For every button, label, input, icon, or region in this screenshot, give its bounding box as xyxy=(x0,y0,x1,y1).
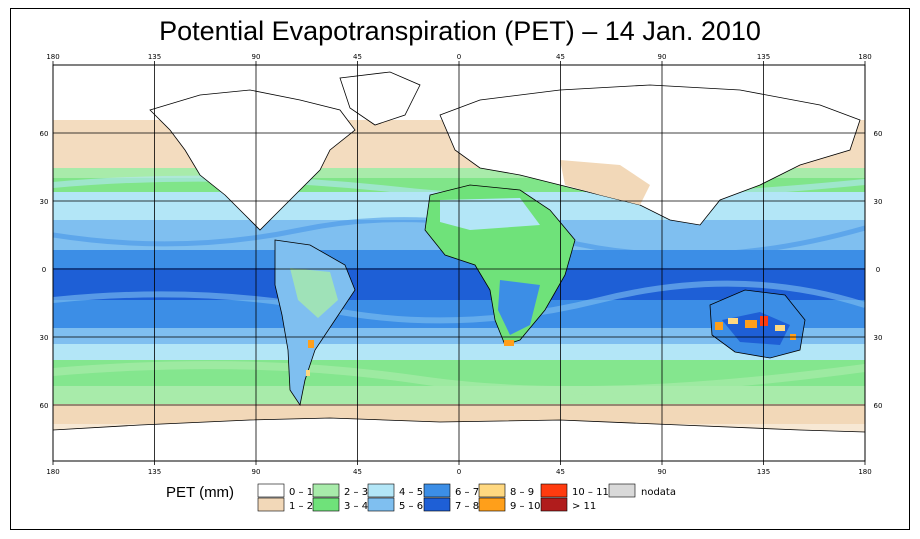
lon-tick-label: 90 xyxy=(658,468,667,476)
lon-tick-label: 135 xyxy=(757,53,770,61)
right-lat-labels: 60 30 0 30 60 xyxy=(874,130,883,410)
left-lat-labels: 60 30 0 30 60 xyxy=(40,130,49,410)
legend-swatch-7 xyxy=(423,497,451,512)
lat-tick-label: 30 xyxy=(40,198,49,206)
legend-swatch-0 xyxy=(257,483,285,498)
legend-swatch-3 xyxy=(312,497,340,512)
lon-tick-label: 0 xyxy=(457,468,461,476)
legend-label-0: 0 – 1 xyxy=(289,487,313,498)
lon-tick-label: 90 xyxy=(252,468,261,476)
lon-tick-label: 45 xyxy=(353,53,362,61)
legend-label-5: 5 – 6 xyxy=(399,501,423,512)
legend-label-2: 2 – 3 xyxy=(344,487,368,498)
legend: 0 – 1 1 – 2 2 – 3 3 – 4 4 – 5 5 – 6 6 – … xyxy=(257,483,676,512)
lon-tick-label: 45 xyxy=(556,53,565,61)
pet-field xyxy=(53,65,865,461)
top-lon-labels: 180 135 90 45 0 45 90 135 180 xyxy=(46,53,871,61)
lat-tick-label: 60 xyxy=(874,130,883,138)
lat-tick-label: 30 xyxy=(40,334,49,342)
legend-swatch-9 xyxy=(478,497,506,512)
legend-label-12: nodata xyxy=(641,487,676,498)
lat-tick-label: 60 xyxy=(40,402,49,410)
lon-tick-label: 180 xyxy=(858,468,871,476)
lon-tick-label: 0 xyxy=(457,53,461,61)
legend-swatch-5 xyxy=(367,497,395,512)
legend-label-10: 10 – 11 xyxy=(572,487,609,498)
legend-swatch-12 xyxy=(608,483,636,498)
legend-swatch-10 xyxy=(540,483,568,498)
lat-tick-label: 60 xyxy=(874,402,883,410)
legend-label-1: 1 – 2 xyxy=(289,501,313,512)
legend-label-6: 6 – 7 xyxy=(455,487,479,498)
lat-tick-label: 30 xyxy=(874,334,883,342)
lon-tick-label: 90 xyxy=(658,53,667,61)
legend-label-3: 3 – 4 xyxy=(344,501,368,512)
lon-tick-label: 135 xyxy=(148,468,161,476)
lon-tick-label: 90 xyxy=(252,53,261,61)
legend-swatch-4 xyxy=(367,483,395,498)
legend-swatch-1 xyxy=(257,497,285,512)
lon-tick-label: 180 xyxy=(46,53,59,61)
legend-swatch-6 xyxy=(423,483,451,498)
lon-tick-label: 180 xyxy=(858,53,871,61)
lon-tick-label: 135 xyxy=(148,53,161,61)
lat-tick-label: 0 xyxy=(42,266,46,274)
lon-tick-label: 180 xyxy=(46,468,59,476)
map-title: Potential Evapotranspiration (PET) – 14 … xyxy=(159,16,761,46)
legend-swatch-2 xyxy=(312,483,340,498)
legend-label-9: 9 – 10 xyxy=(510,501,540,512)
legend-title: PET (mm) xyxy=(166,484,235,501)
lat-tick-label: 0 xyxy=(876,266,880,274)
lat-tick-label: 30 xyxy=(874,198,883,206)
legend-swatch-8 xyxy=(478,483,506,498)
legend-swatch-11 xyxy=(540,497,568,512)
bottom-lon-labels: 180 135 90 45 0 45 90 135 180 xyxy=(46,468,871,476)
lon-tick-label: 45 xyxy=(353,468,362,476)
legend-label-11: > 11 xyxy=(572,501,596,512)
lon-tick-label: 135 xyxy=(757,468,770,476)
lon-tick-label: 45 xyxy=(556,468,565,476)
legend-label-4: 4 – 5 xyxy=(399,487,423,498)
lat-tick-label: 60 xyxy=(40,130,49,138)
legend-label-7: 7 – 8 xyxy=(455,501,479,512)
legend-label-8: 8 – 9 xyxy=(510,487,534,498)
